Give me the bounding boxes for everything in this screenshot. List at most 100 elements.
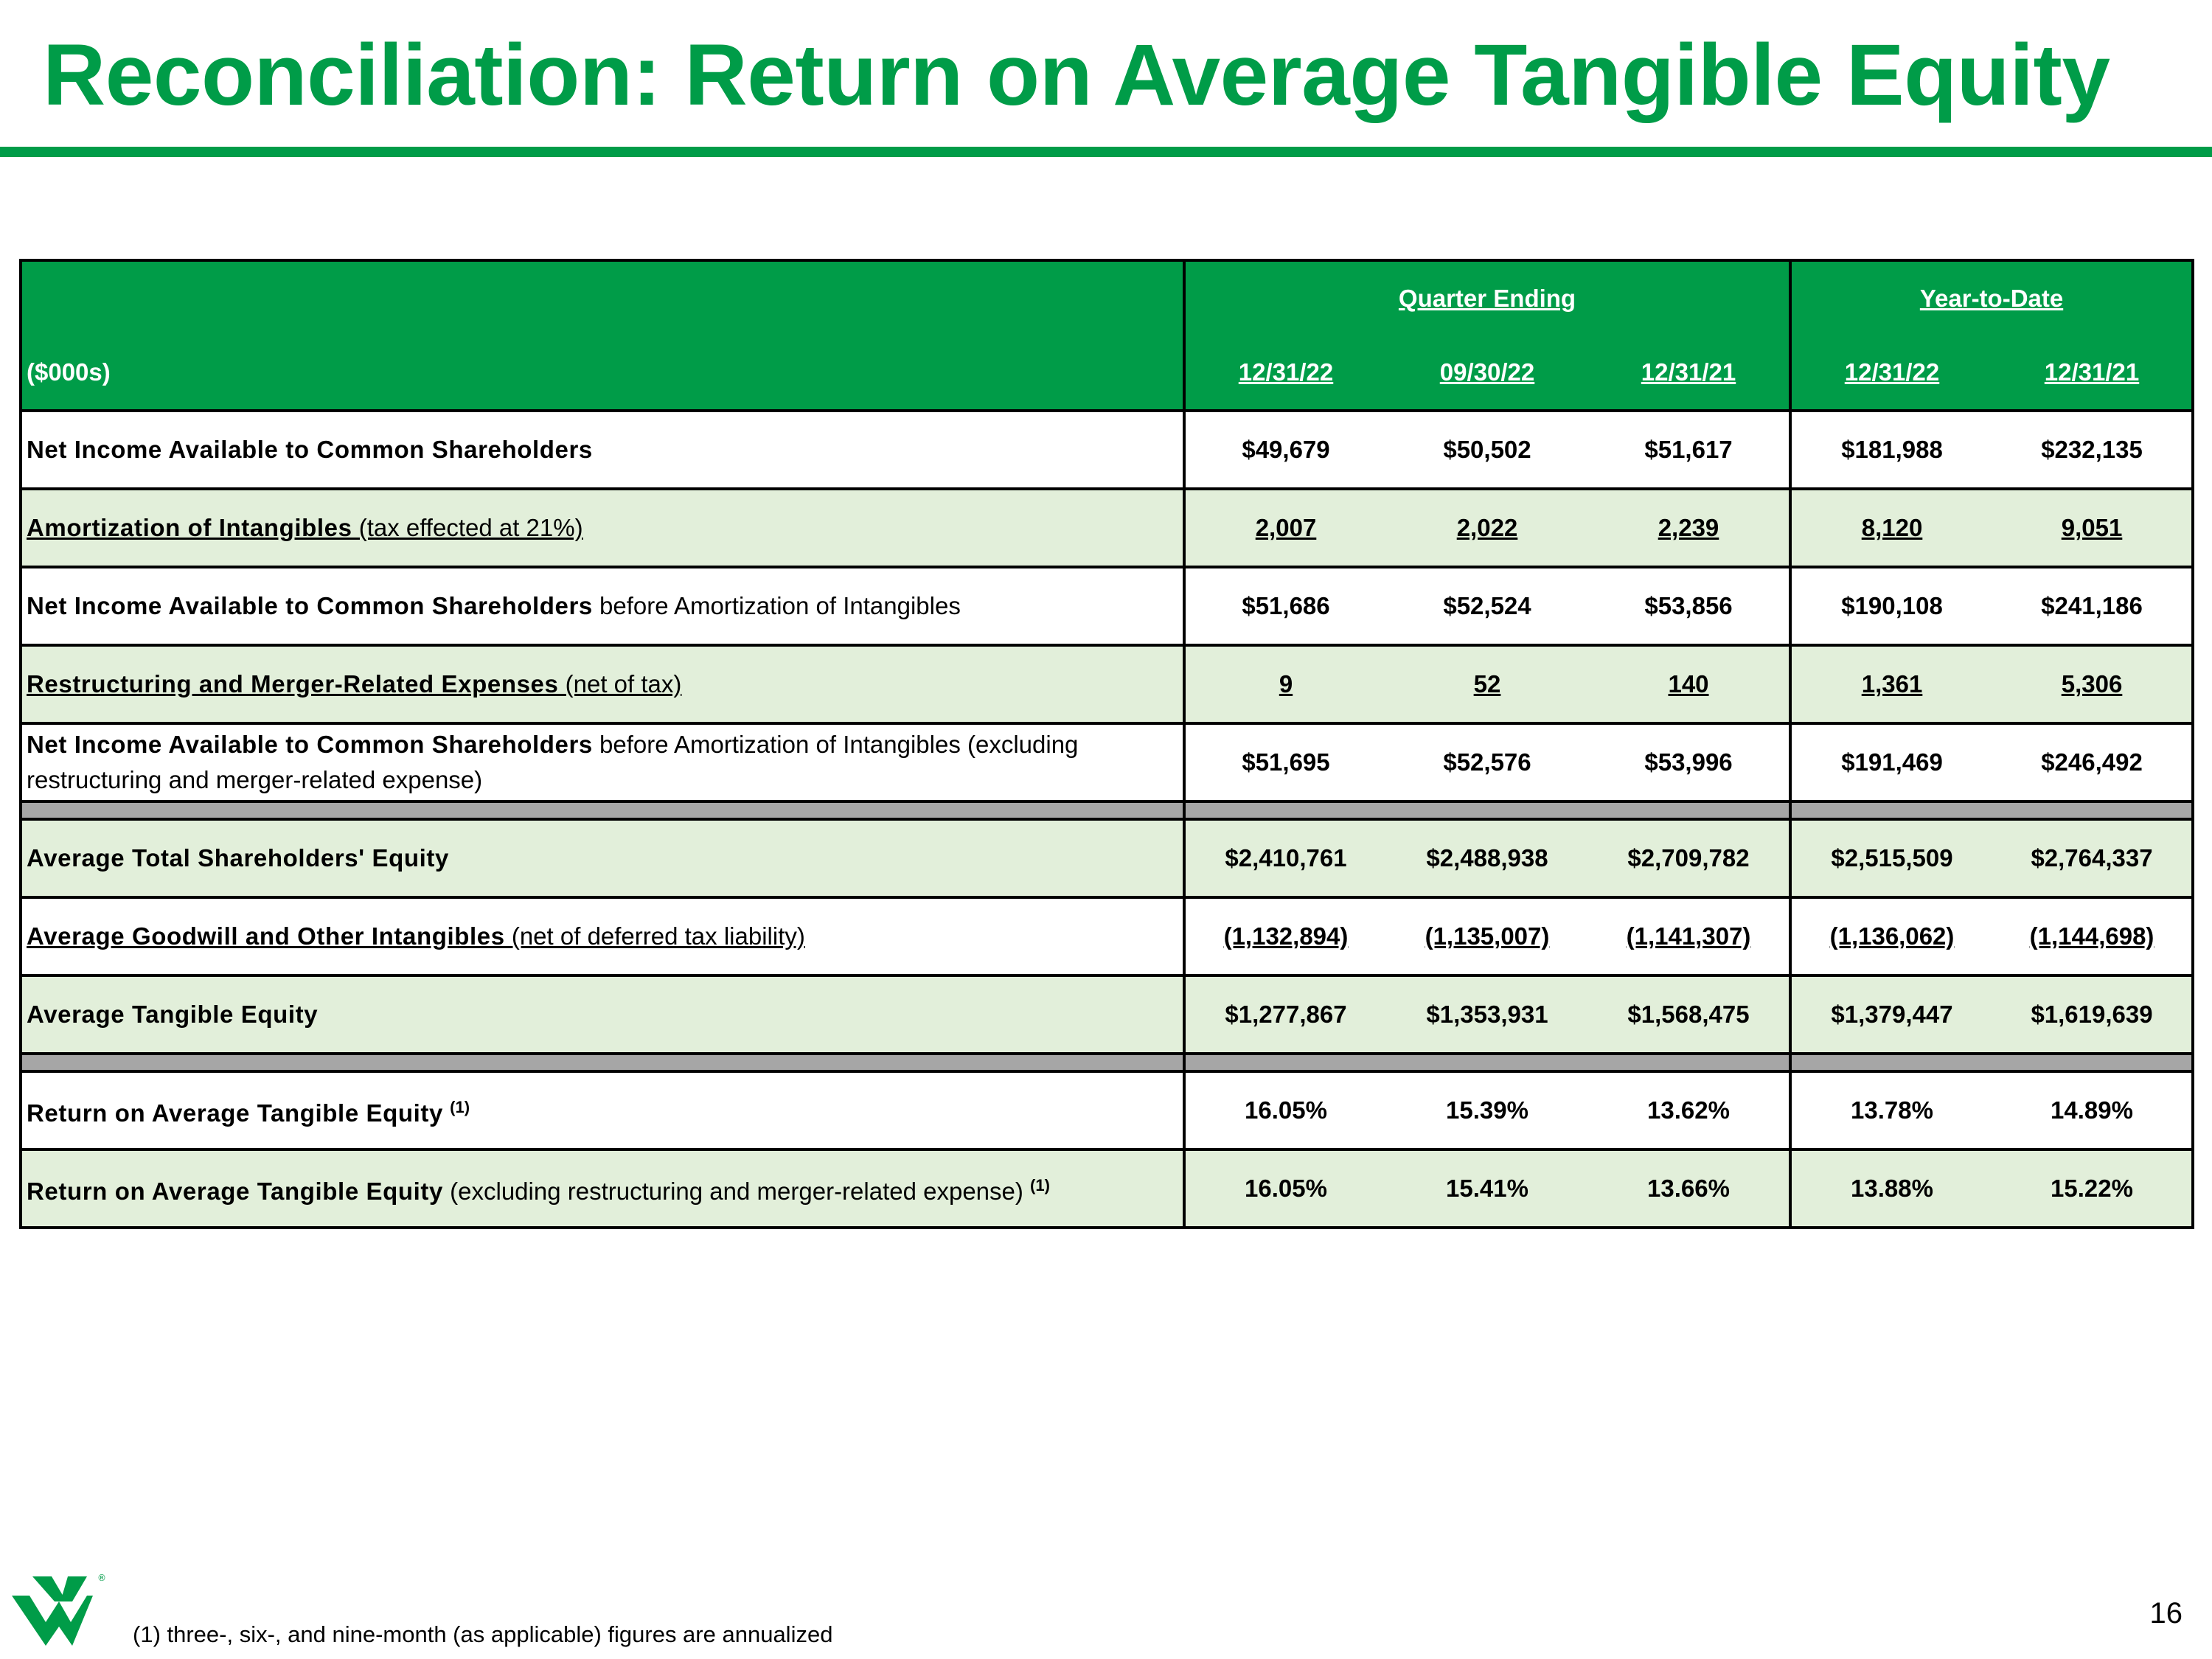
separator-cell (1992, 800, 2195, 821)
footnote-marker: (1) (1030, 1176, 1050, 1194)
value-cell: 5,306 (1992, 644, 2195, 725)
value-text: $1,568,475 (1627, 1001, 1750, 1028)
row-label: Net Income Available to Common Sharehold… (19, 409, 1186, 490)
table-row: Restructuring and Merger-Related Expense… (19, 644, 2195, 725)
row-label-bold: Average Goodwill and Other Intangibles (27, 922, 505, 950)
row-label: Return on Average Tangible Equity (exclu… (19, 1148, 1186, 1229)
separator-cell (1588, 800, 1792, 821)
row-label-detail: before Amortization of Intangibles (592, 592, 961, 619)
row-label-bold: Average Total Shareholders' Equity (27, 844, 449, 872)
row-label-bold: Net Income Available to Common Sharehold… (27, 436, 593, 463)
table-row: Return on Average Tangible Equity (1) 16.… (19, 1070, 2195, 1151)
value-text: 2,239 (1658, 514, 1719, 541)
value-text: $246,492 (2041, 748, 2143, 776)
table-row: Average Total Shareholders' Equity $2,410… (19, 818, 2195, 899)
value-cell: 15.41% (1386, 1148, 1588, 1229)
row-label-detail: (tax effected at 21%) (352, 514, 583, 541)
group-year-to-date: Year-to-Date (1789, 259, 2195, 335)
value-text: $191,469 (1841, 748, 1943, 776)
unit-label: ($000s) (19, 335, 1186, 412)
value-cell: $1,568,475 (1588, 974, 1792, 1055)
value-text: $51,695 (1242, 748, 1330, 776)
value-cell: $2,515,509 (1789, 818, 1993, 899)
row-label: Restructuring and Merger-Related Expense… (19, 644, 1186, 725)
value-text: 16.05% (1245, 1096, 1327, 1124)
row-label: Amortization of Intangibles (tax effecte… (19, 487, 1186, 568)
value-text: $53,856 (1644, 592, 1733, 619)
value-cell: $2,410,761 (1183, 818, 1386, 899)
value-text: 2,022 (1456, 514, 1518, 541)
value-cell: $50,502 (1386, 409, 1588, 490)
value-text: 13.88% (1851, 1175, 1933, 1202)
page-title: Reconciliation: Return on Average Tangib… (43, 27, 2110, 124)
value-cell: 16.05% (1183, 1148, 1386, 1229)
separator-cell (1789, 1052, 1993, 1073)
value-text: 9 (1279, 670, 1293, 698)
value-text: $232,135 (2041, 436, 2143, 463)
value-text: 15.41% (1446, 1175, 1528, 1202)
separator-cell (19, 1052, 1186, 1073)
group-quarter-ending: Quarter Ending (1182, 259, 1792, 335)
value-cell: (1,144,698) (1992, 896, 2195, 977)
row-label-detail (443, 1099, 450, 1127)
value-cell: $52,576 (1386, 722, 1588, 803)
value-text: 13.78% (1851, 1096, 1933, 1124)
title-divider (0, 147, 2212, 157)
table-body: Net Income Available to Common Sharehold… (19, 409, 2195, 1229)
separator-cell (1183, 800, 1386, 821)
value-cell: (1,136,062) (1789, 896, 1993, 977)
row-label-detail: before Amortization of Intangibles (excl… (27, 731, 1079, 793)
value-cell: $232,135 (1992, 409, 2195, 490)
value-cell: $51,617 (1588, 409, 1792, 490)
table-row: Average Tangible Equity $1,277,867 $1,353,… (19, 974, 2195, 1055)
value-cell: $51,686 (1183, 566, 1386, 647)
value-cell: $1,277,867 (1183, 974, 1386, 1055)
value-cell: 15.22% (1992, 1148, 2195, 1229)
value-text: 52 (1473, 670, 1501, 698)
value-text: $50,502 (1443, 436, 1531, 463)
value-text: 15.22% (2051, 1175, 2133, 1202)
value-cell: $49,679 (1183, 409, 1386, 490)
separator-row (19, 800, 2195, 821)
value-cell: (1,141,307) (1588, 896, 1792, 977)
separator-cell (19, 800, 1186, 821)
value-cell: 15.39% (1386, 1070, 1588, 1151)
value-text: $1,619,639 (2031, 1001, 2153, 1028)
header-group-row: Quarter Ending Year-to-Date (19, 259, 2195, 335)
value-text: $52,524 (1443, 592, 1531, 619)
value-cell: (1,135,007) (1386, 896, 1588, 977)
value-cell: $1,353,931 (1386, 974, 1588, 1055)
separator-row (19, 1052, 2195, 1073)
value-text: $53,996 (1644, 748, 1733, 776)
column-header: 12/31/22 (1183, 335, 1386, 412)
row-label-detail: (net of tax) (558, 670, 682, 698)
value-cell: 8,120 (1789, 487, 1993, 568)
value-cell: (1,132,894) (1183, 896, 1386, 977)
value-cell: $51,695 (1183, 722, 1386, 803)
value-cell: 52 (1386, 644, 1588, 725)
value-text: $181,988 (1841, 436, 1943, 463)
row-label-bold: Return on Average Tangible Equity (27, 1099, 443, 1127)
table-row: Return on Average Tangible Equity (exclu… (19, 1148, 2195, 1229)
row-label-bold: Average Tangible Equity (27, 1001, 319, 1028)
value-cell: 13.88% (1789, 1148, 1993, 1229)
value-text: $2,410,761 (1225, 844, 1347, 872)
value-text: $190,108 (1841, 592, 1943, 619)
value-text: (1,132,894) (1223, 922, 1349, 950)
value-text: 16.05% (1245, 1175, 1327, 1202)
value-text: 2,007 (1255, 514, 1317, 541)
table-row: Average Goodwill and Other Intangibles (… (19, 896, 2195, 977)
value-cell: $1,379,447 (1789, 974, 1993, 1055)
value-cell: 13.62% (1588, 1070, 1792, 1151)
value-text: $52,576 (1443, 748, 1531, 776)
value-text: 5,306 (2061, 670, 2123, 698)
value-text: $2,709,782 (1627, 844, 1750, 872)
separator-cell (1588, 1052, 1792, 1073)
value-text: $2,764,337 (2031, 844, 2153, 872)
value-text: (1,136,062) (1829, 922, 1955, 950)
value-cell: $2,764,337 (1992, 818, 2195, 899)
value-text: $51,617 (1644, 436, 1733, 463)
separator-cell (1386, 1052, 1588, 1073)
row-label-bold: Return on Average Tangible Equity (27, 1178, 443, 1205)
value-cell: 140 (1588, 644, 1792, 725)
